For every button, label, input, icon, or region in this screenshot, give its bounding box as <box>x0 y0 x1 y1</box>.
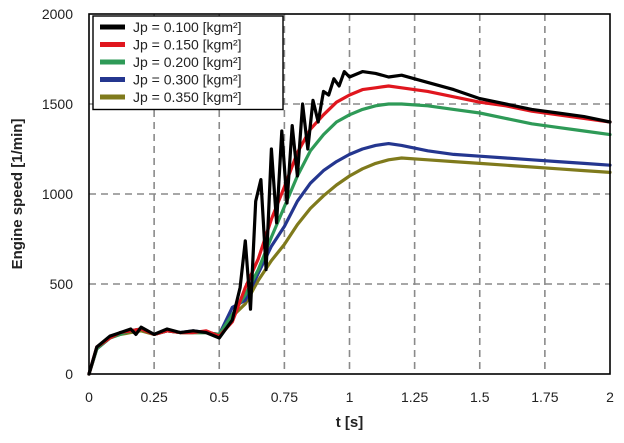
y-tick-label: 2000 <box>42 6 73 22</box>
x-tick-label: 1.5 <box>470 389 490 405</box>
legend-entry: Jp = 0.350 [kgm²] <box>133 89 242 105</box>
x-tick-label: 0.75 <box>271 389 298 405</box>
y-axis-label: Engine speed [1/min] <box>9 119 26 270</box>
series-line-3 <box>87 102 612 376</box>
legend-entry: Jp = 0.150 [kgm²] <box>133 37 242 53</box>
series-line-1 <box>87 70 612 376</box>
series-lines <box>87 70 612 376</box>
x-tick-label: 1.75 <box>531 389 558 405</box>
x-tick-label: 0 <box>85 389 93 405</box>
x-tick-label: 1.25 <box>401 389 428 405</box>
x-tick-label: 0.25 <box>141 389 168 405</box>
y-tick-label: 1000 <box>42 186 73 202</box>
legend-entry: Jp = 0.200 [kgm²] <box>133 54 242 70</box>
x-tick-label: 0.5 <box>210 389 230 405</box>
y-tick-label: 1500 <box>42 96 73 112</box>
y-tick-label: 500 <box>50 276 74 292</box>
x-axis-label: t [s] <box>336 414 364 431</box>
plot-frame <box>88 13 611 375</box>
legend-entry: Jp = 0.300 [kgm²] <box>133 72 242 88</box>
legend-entry: Jp = 0.100 [kgm²] <box>133 19 242 35</box>
legend: Jp = 0.100 [kgm²]Jp = 0.150 [kgm²]Jp = 0… <box>92 15 284 111</box>
y-tick-label: 0 <box>65 366 73 382</box>
tick-labels: 0 0.25 0.5 0.75 1 1.25 1.5 1.75 2 0 500 1000 1500 200… <box>42 6 614 405</box>
x-tick-label: 2 <box>606 389 614 405</box>
x-tick-label: 1 <box>346 389 354 405</box>
